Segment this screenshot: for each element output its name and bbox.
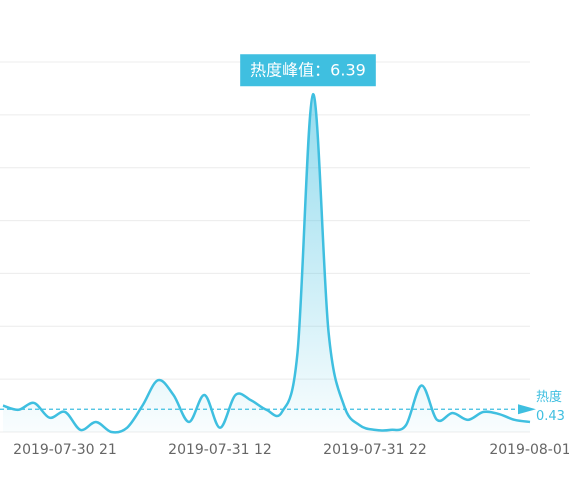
average-arrow	[518, 404, 536, 415]
average-label: 热度	[536, 389, 562, 405]
area	[3, 94, 530, 433]
annotation-box	[240, 54, 376, 87]
x-tick-label: 2019-07-31 22	[323, 442, 427, 458]
line	[2, 92, 531, 434]
x-tick-label: 2019-08-01	[489, 442, 569, 458]
peak-annotation: 热度峰值：6.39	[240, 54, 376, 87]
annotation-text: 热度峰值：6.39	[250, 61, 366, 80]
average-value: 0.43	[536, 409, 565, 424]
x-tick-label: 2019-07-30 21	[13, 442, 117, 458]
x-tick-label: 2019-07-31 12	[168, 442, 272, 458]
